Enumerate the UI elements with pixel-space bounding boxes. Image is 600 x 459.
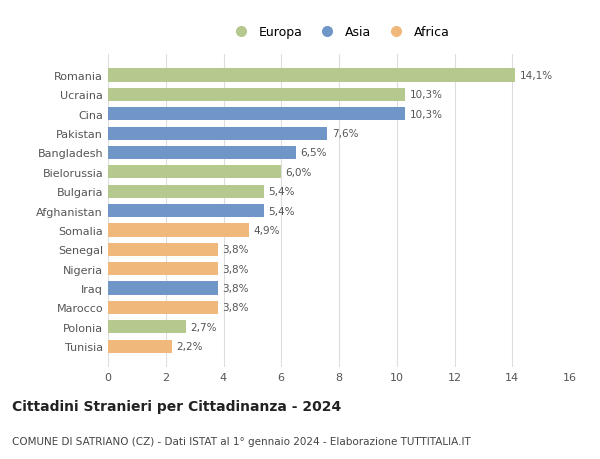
Bar: [108, 301, 218, 314]
Text: 3,8%: 3,8%: [222, 245, 248, 255]
Bar: [108, 282, 218, 295]
Bar: [108, 224, 250, 237]
Text: 6,5%: 6,5%: [300, 148, 326, 158]
Text: 10,3%: 10,3%: [410, 90, 443, 100]
Text: 3,8%: 3,8%: [222, 303, 248, 313]
Text: Cittadini Stranieri per Cittadinanza - 2024: Cittadini Stranieri per Cittadinanza - 2…: [12, 399, 341, 413]
Text: 3,8%: 3,8%: [222, 264, 248, 274]
Text: 5,4%: 5,4%: [268, 187, 295, 197]
Bar: [108, 89, 406, 102]
Text: 14,1%: 14,1%: [520, 71, 553, 81]
Text: 2,7%: 2,7%: [190, 322, 217, 332]
Text: 3,8%: 3,8%: [222, 284, 248, 293]
Text: 10,3%: 10,3%: [410, 110, 443, 119]
Bar: [108, 263, 218, 276]
Bar: [108, 340, 172, 353]
Bar: [108, 243, 218, 257]
Bar: [108, 108, 406, 121]
Text: 2,2%: 2,2%: [176, 341, 202, 352]
Bar: [108, 185, 264, 198]
Bar: [108, 69, 515, 83]
Text: 6,0%: 6,0%: [286, 168, 312, 178]
Text: 5,4%: 5,4%: [268, 206, 295, 216]
Legend: Europa, Asia, Africa: Europa, Asia, Africa: [226, 24, 452, 42]
Text: 7,6%: 7,6%: [332, 129, 358, 139]
Bar: [108, 320, 186, 334]
Bar: [108, 127, 328, 140]
Bar: [108, 166, 281, 179]
Text: 4,9%: 4,9%: [254, 225, 280, 235]
Bar: [108, 205, 264, 218]
Text: COMUNE DI SATRIANO (CZ) - Dati ISTAT al 1° gennaio 2024 - Elaborazione TUTTITALI: COMUNE DI SATRIANO (CZ) - Dati ISTAT al …: [12, 436, 471, 446]
Bar: [108, 146, 296, 160]
